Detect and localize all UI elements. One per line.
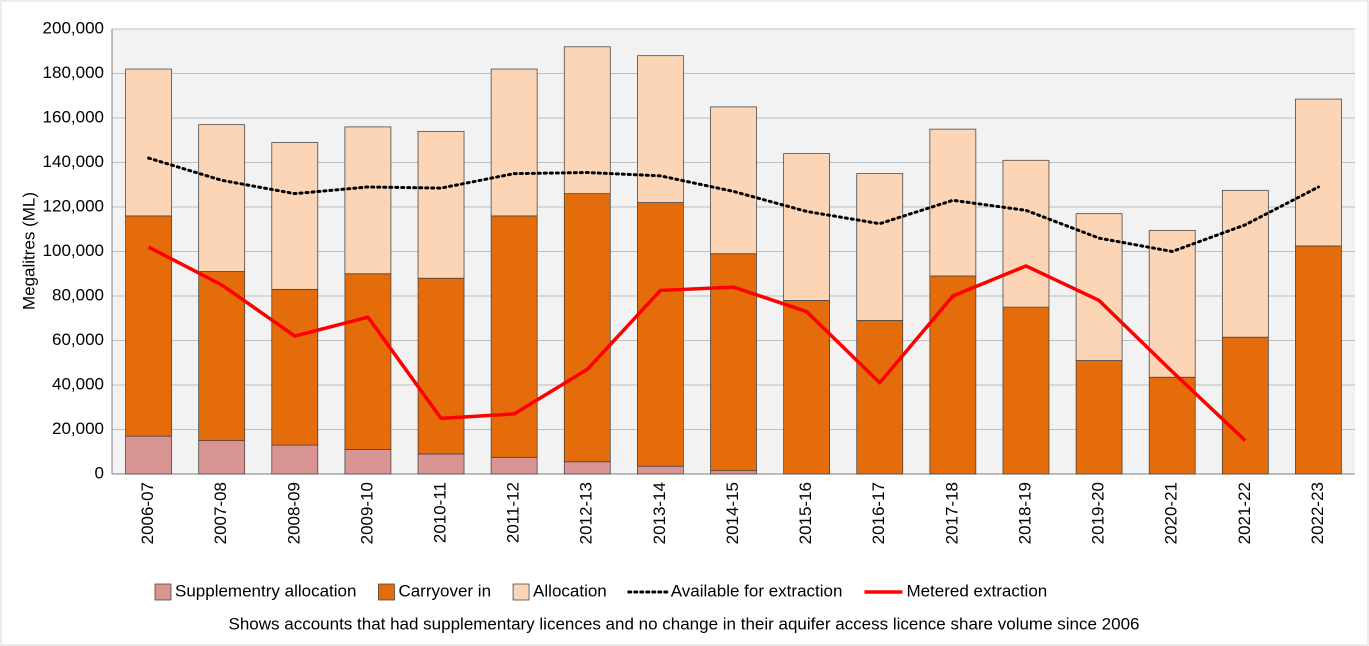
x-tick-label: 2018-19 <box>1015 482 1034 544</box>
bar-segment <box>490 456 538 475</box>
x-tick-label: 2009-10 <box>357 482 376 544</box>
y-tick-label: 160,000 <box>43 107 104 126</box>
bar-segment <box>417 453 465 475</box>
bar-segment <box>198 271 246 441</box>
x-tick-label: 2021-22 <box>1235 482 1254 544</box>
y-tick-label: 80,000 <box>52 285 104 304</box>
bar-segment <box>125 435 172 475</box>
y-tick-label: 60,000 <box>52 330 104 349</box>
legend-label: Metered extraction <box>906 581 1047 600</box>
y-tick-label: 100,000 <box>43 241 104 260</box>
bar-segment <box>271 288 319 446</box>
bar-segment <box>856 320 904 475</box>
bar-segment <box>563 461 611 475</box>
bar-segment <box>1002 306 1050 475</box>
bar-segment <box>271 444 319 475</box>
bar-segment <box>125 215 172 437</box>
legend-label: Available for extraction <box>671 581 843 600</box>
caption: Shows accounts that had supplementary li… <box>229 614 1140 633</box>
x-tick-label: 2020-21 <box>1162 482 1181 544</box>
bar-segment <box>1148 229 1196 378</box>
y-tick-label: 120,000 <box>43 196 104 215</box>
bar-segment <box>1295 245 1342 475</box>
y-tick-label: 0 <box>95 463 104 482</box>
x-tick-label: 2012-13 <box>577 482 596 544</box>
bar-segment <box>344 273 392 450</box>
bar-segment <box>198 440 246 475</box>
x-tick-label: 2007-08 <box>211 482 230 544</box>
x-tick-label: 2015-16 <box>796 482 815 544</box>
bar-segment <box>783 300 830 475</box>
x-tick-label: 2013-14 <box>650 482 669 544</box>
bar-segment <box>344 126 392 275</box>
bar-segment <box>1002 159 1050 308</box>
x-tick-label: 2017-18 <box>942 482 961 544</box>
y-tick-label: 40,000 <box>52 374 104 393</box>
y-tick-label: 180,000 <box>43 63 104 82</box>
bar-segment <box>929 275 977 475</box>
bar-segment <box>417 277 465 455</box>
bar-segment <box>637 202 684 467</box>
bar-segment <box>563 46 611 195</box>
legend-label: Supplementry allocation <box>175 581 356 600</box>
legend-label: Allocation <box>533 581 607 600</box>
bar-segment <box>271 142 319 290</box>
bar-segment <box>344 449 392 475</box>
bar-segment <box>1295 98 1342 247</box>
x-tick-label: 2016-17 <box>869 482 888 544</box>
bar-segment <box>125 68 172 217</box>
bar-segment <box>490 215 538 458</box>
x-tick-label: 2014-15 <box>723 482 742 544</box>
bar-segment <box>783 153 830 301</box>
bar-segment <box>856 173 904 321</box>
bar-segment <box>563 193 611 463</box>
x-tick-label: 2006-07 <box>138 482 157 544</box>
bar-segment <box>1221 189 1269 338</box>
line-series <box>147 245 1247 442</box>
x-tick-label: 2011-12 <box>504 482 523 543</box>
bar-segment <box>710 253 757 472</box>
y-axis-label: Megalitres (ML) <box>19 192 38 310</box>
y-tick-label: 140,000 <box>43 152 104 171</box>
x-tick-label: 2019-20 <box>1089 482 1108 544</box>
legend-swatch <box>154 583 172 601</box>
y-tick-label: 20,000 <box>52 419 104 438</box>
bar-segment <box>637 465 684 475</box>
bar-segment <box>490 68 538 217</box>
legend-label: Carryover in <box>398 581 491 600</box>
y-tick-label: 200,000 <box>43 18 104 37</box>
bar-segment <box>198 124 246 272</box>
legend-swatch <box>512 583 530 601</box>
line-series <box>147 156 1320 253</box>
bar-segment <box>710 470 757 475</box>
bar-segment <box>1075 213 1123 361</box>
x-tick-label: 2022-23 <box>1308 482 1327 544</box>
bar-segment <box>417 130 465 279</box>
bar-segment <box>1075 360 1123 475</box>
legend-swatch <box>378 583 395 601</box>
x-tick-label: 2008-09 <box>284 482 303 544</box>
bar-segment <box>710 106 757 255</box>
bar-segment <box>1221 336 1269 475</box>
x-tick-label: 2010-11 <box>431 482 450 543</box>
bar-segment <box>929 128 977 277</box>
bar-segment <box>1148 376 1196 475</box>
